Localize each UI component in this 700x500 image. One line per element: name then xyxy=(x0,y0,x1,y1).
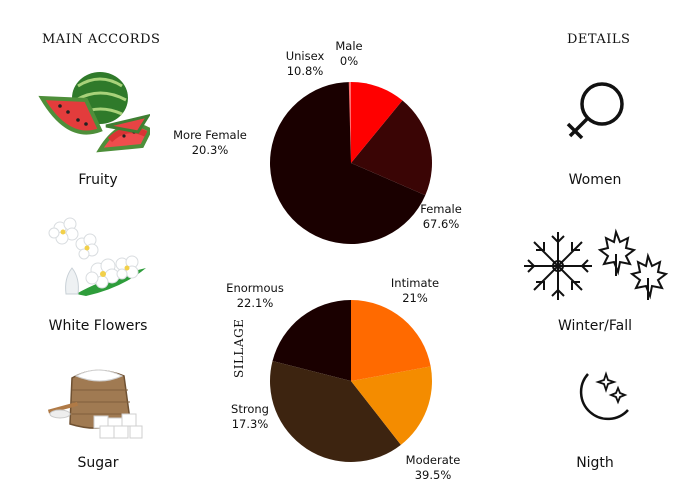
sugar-sack-icon xyxy=(47,369,143,439)
sillage-slice-strong xyxy=(351,366,432,445)
gender-label-more-female: More Female 20.3% xyxy=(173,128,247,157)
snowflake-maple-leaves-icon xyxy=(524,228,669,300)
sillage-label-strong: Strong 17.3% xyxy=(231,402,269,431)
main-accords-heading: MAIN ACCORDS xyxy=(42,32,161,47)
watermelon-icon xyxy=(38,72,150,153)
sillage-slice-intimate xyxy=(272,300,351,381)
sillage-label-moderate: Moderate 39.5% xyxy=(406,453,461,482)
accord-label-fruity: Fruity xyxy=(78,172,118,188)
gender-slice-more-female xyxy=(351,100,432,196)
gender-slice-female xyxy=(270,82,426,245)
gender-label-unisex: Unisex 10.8% xyxy=(286,49,325,78)
sillage-label-enormous: Enormous 22.1% xyxy=(226,281,284,310)
sillage-label-intimate: Intimate 21% xyxy=(391,276,439,305)
female-symbol-icon xyxy=(566,82,624,140)
detail-label-time: Nigth xyxy=(576,455,614,471)
crescent-moon-stars-icon xyxy=(579,371,629,421)
gender-slice-unisex xyxy=(351,82,403,163)
details-heading: DETAILS xyxy=(567,32,631,47)
gender-slice-male xyxy=(348,82,351,163)
sillage-axis-label: SILLAGE xyxy=(232,318,246,378)
detail-label-women: Women xyxy=(568,172,622,188)
gender-label-male: Male 0% xyxy=(335,39,362,68)
sillage-slice-enormous xyxy=(351,300,431,381)
accord-label-sugar: Sugar xyxy=(77,455,119,471)
sillage-slice-moderate xyxy=(270,360,401,463)
white-flowers-icon xyxy=(48,217,146,296)
detail-label-season: Winter/Fall xyxy=(558,318,632,334)
accord-label-white-flowers: White Flowers xyxy=(48,318,148,334)
gender-label-female: Female 67.6% xyxy=(420,202,462,231)
